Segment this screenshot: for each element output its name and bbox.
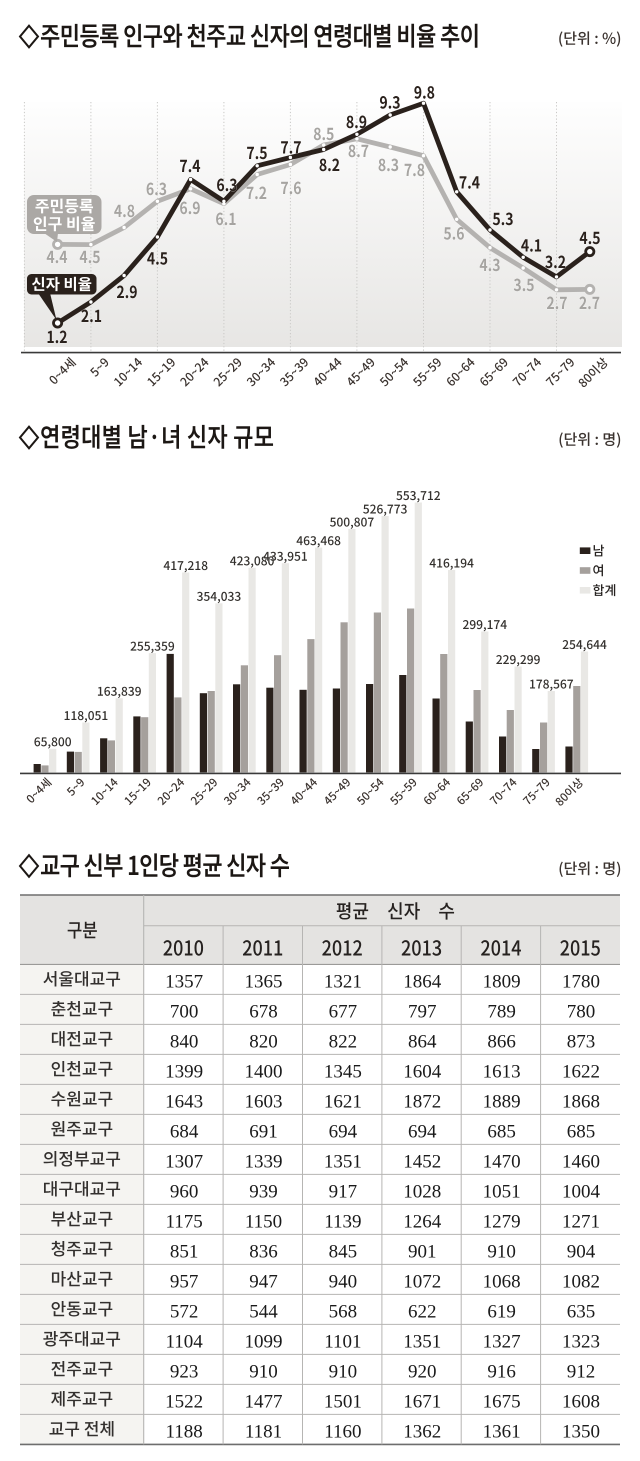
svg-text:1477: 1477 — [245, 1391, 283, 1412]
svg-text:920: 920 — [408, 1361, 437, 1382]
svg-text:1323: 1323 — [562, 1331, 600, 1352]
svg-text:923: 923 — [170, 1361, 199, 1382]
svg-text:1671: 1671 — [403, 1391, 441, 1412]
svg-text:845: 845 — [329, 1241, 358, 1262]
svg-text:1399: 1399 — [165, 1061, 203, 1082]
svg-text:619: 619 — [487, 1301, 516, 1322]
svg-text:1321: 1321 — [324, 971, 362, 992]
svg-text:1150: 1150 — [245, 1211, 282, 1232]
svg-text:700: 700 — [170, 1001, 199, 1022]
svg-text:1264: 1264 — [403, 1211, 442, 1232]
svg-text:1101: 1101 — [324, 1331, 361, 1352]
svg-text:1522: 1522 — [165, 1391, 203, 1412]
svg-text:1470: 1470 — [483, 1151, 521, 1172]
svg-text:1181: 1181 — [245, 1421, 282, 1442]
svg-text:1327: 1327 — [483, 1331, 521, 1352]
svg-text:1452: 1452 — [403, 1151, 441, 1172]
svg-text:691: 691 — [249, 1121, 278, 1142]
svg-text:1357: 1357 — [165, 971, 203, 992]
svg-text:866: 866 — [487, 1031, 516, 1052]
svg-text:797: 797 — [408, 1001, 437, 1022]
svg-text:1643: 1643 — [165, 1091, 203, 1112]
svg-text:1082: 1082 — [562, 1271, 600, 1292]
svg-text:1400: 1400 — [245, 1061, 283, 1082]
svg-text:1361: 1361 — [483, 1421, 521, 1442]
svg-text:912: 912 — [567, 1361, 596, 1382]
svg-text:1809: 1809 — [483, 971, 521, 992]
svg-text:1889: 1889 — [483, 1091, 521, 1112]
svg-text:572: 572 — [170, 1301, 199, 1322]
svg-text:1365: 1365 — [245, 971, 283, 992]
svg-text:840: 840 — [170, 1031, 199, 1052]
svg-text:1339: 1339 — [245, 1151, 283, 1172]
svg-text:1501: 1501 — [324, 1391, 362, 1412]
svg-text:685: 685 — [567, 1121, 596, 1142]
svg-text:836: 836 — [249, 1241, 278, 1262]
svg-text:916: 916 — [487, 1361, 516, 1382]
svg-text:1279: 1279 — [483, 1211, 521, 1232]
svg-text:1460: 1460 — [562, 1151, 600, 1172]
svg-text:1362: 1362 — [403, 1421, 441, 1442]
svg-text:1351: 1351 — [403, 1331, 441, 1352]
svg-text:939: 939 — [249, 1181, 278, 1202]
svg-text:635: 635 — [567, 1301, 596, 1322]
svg-text:1175: 1175 — [165, 1211, 202, 1232]
svg-text:544: 544 — [249, 1301, 278, 1322]
svg-text:1604: 1604 — [403, 1061, 442, 1082]
svg-text:1608: 1608 — [562, 1391, 600, 1412]
svg-text:1160: 1160 — [324, 1421, 361, 1442]
svg-text:1271: 1271 — [562, 1211, 600, 1232]
svg-text:1351: 1351 — [324, 1151, 362, 1172]
svg-text:1622: 1622 — [562, 1061, 600, 1082]
svg-text:780: 780 — [567, 1001, 596, 1022]
svg-text:677: 677 — [329, 1001, 358, 1022]
svg-text:820: 820 — [249, 1031, 278, 1052]
svg-text:1104: 1104 — [165, 1331, 203, 1352]
svg-text:1350: 1350 — [562, 1421, 600, 1442]
svg-text:1068: 1068 — [483, 1271, 521, 1292]
svg-text:694: 694 — [329, 1121, 358, 1142]
svg-text:1004: 1004 — [562, 1181, 601, 1202]
svg-text:1613: 1613 — [483, 1061, 521, 1082]
svg-text:960: 960 — [170, 1181, 199, 1202]
svg-text:940: 940 — [329, 1271, 358, 1292]
svg-text:901: 901 — [408, 1241, 437, 1262]
svg-text:910: 910 — [487, 1241, 516, 1262]
svg-text:1621: 1621 — [324, 1091, 362, 1112]
svg-text:789: 789 — [487, 1001, 516, 1022]
svg-text:1072: 1072 — [403, 1271, 441, 1292]
svg-text:910: 910 — [329, 1361, 358, 1382]
svg-text:1051: 1051 — [483, 1181, 521, 1202]
svg-text:1139: 1139 — [324, 1211, 361, 1232]
svg-text:910: 910 — [249, 1361, 278, 1382]
svg-text:864: 864 — [408, 1031, 437, 1052]
svg-text:947: 947 — [249, 1271, 278, 1292]
svg-text:1868: 1868 — [562, 1091, 600, 1112]
svg-text:822: 822 — [329, 1031, 358, 1052]
svg-text:1028: 1028 — [403, 1181, 441, 1202]
svg-text:957: 957 — [170, 1271, 199, 1292]
svg-text:1603: 1603 — [245, 1091, 283, 1112]
svg-text:1307: 1307 — [165, 1151, 203, 1172]
svg-text:622: 622 — [408, 1301, 437, 1322]
svg-text:1872: 1872 — [403, 1091, 441, 1112]
svg-text:1188: 1188 — [165, 1421, 202, 1442]
svg-text:1099: 1099 — [245, 1331, 283, 1352]
svg-text:694: 694 — [408, 1121, 437, 1142]
svg-text:1780: 1780 — [562, 971, 600, 992]
svg-text:1675: 1675 — [483, 1391, 521, 1412]
svg-text:568: 568 — [329, 1301, 358, 1322]
svg-text:684: 684 — [170, 1121, 199, 1142]
svg-text:917: 917 — [329, 1181, 358, 1202]
svg-text:1345: 1345 — [324, 1061, 362, 1082]
svg-text:873: 873 — [567, 1031, 596, 1052]
svg-text:904: 904 — [567, 1241, 596, 1262]
svg-text:851: 851 — [170, 1241, 199, 1262]
svg-text:678: 678 — [249, 1001, 278, 1022]
svg-text:685: 685 — [487, 1121, 516, 1142]
svg-text:1864: 1864 — [403, 971, 442, 992]
